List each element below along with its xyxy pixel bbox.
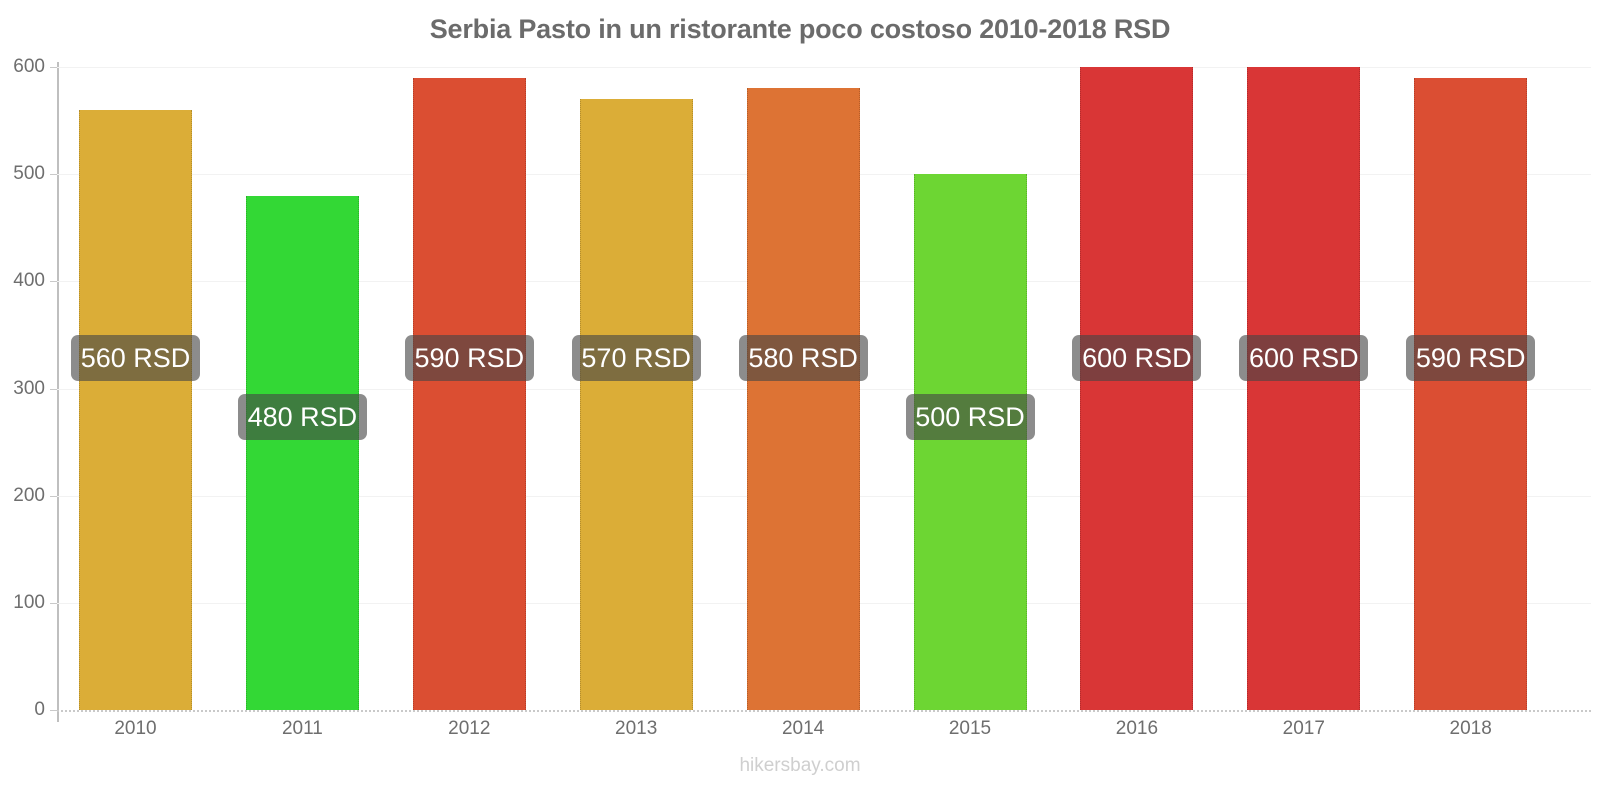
y-axis-tick-label: 600	[13, 56, 45, 77]
bar-2016[interactable]	[1080, 67, 1194, 710]
bar-edge	[79, 109, 81, 710]
bar-value-label: 600 RSD	[1082, 342, 1192, 373]
chart-title: Serbia Pasto in un ristorante poco costo…	[429, 14, 1171, 44]
bar-edge	[746, 88, 749, 710]
bar-value-badge-2012: 590 RSD	[404, 335, 534, 381]
bar-2013[interactable]	[579, 99, 694, 710]
y-axis-tick-label: 300	[13, 377, 45, 399]
y-axis-tick-label: 200	[13, 484, 45, 506]
y-tick-mark-300	[50, 388, 57, 390]
bar-2014[interactable]	[746, 88, 861, 710]
x-axis-label-2017: 2017	[1282, 718, 1325, 739]
bar-edge	[858, 88, 861, 710]
x-axis-label-2011: 2011	[281, 718, 323, 739]
bar-edge	[357, 195, 360, 710]
bar-value-badge-2016: 600 RSD	[1072, 335, 1202, 381]
y-tick-mark-500	[50, 174, 57, 176]
y-tick-mark-200	[50, 495, 57, 497]
y-tick-mark-600	[50, 67, 57, 68]
x-axis-label-2012: 2012	[448, 718, 491, 739]
bar-edge	[191, 109, 193, 710]
bar-2017[interactable]	[1247, 67, 1361, 710]
x-axis-label-2013: 2013	[615, 718, 658, 739]
bar-2011[interactable]	[245, 195, 360, 710]
bar-value-label: 590 RSD	[1415, 342, 1526, 373]
y-tick-mark-400	[50, 281, 57, 283]
y-tick-mark-100	[50, 602, 57, 604]
bar-value-badge-2014: 580 RSD	[738, 335, 868, 381]
bar-value-badge-2015: 500 RSD	[905, 394, 1035, 440]
bar-value-label: 600 RSD	[1249, 342, 1359, 373]
y-axis-line	[57, 62, 59, 722]
y-axis-tick-label: 0	[34, 699, 45, 720]
gridline-0	[57, 710, 1591, 712]
bar-2012[interactable]	[412, 77, 527, 710]
bar-value-label: 590 RSD	[414, 342, 525, 373]
bar-edge	[1526, 77, 1528, 710]
x-axis-label-2014: 2014	[781, 718, 825, 739]
bar-value-label: 480 RSD	[247, 401, 358, 432]
footer-credit: hikersbay.com	[739, 755, 861, 776]
bar-2018[interactable]	[1414, 77, 1528, 710]
bar-value-label: 500 RSD	[915, 401, 1025, 432]
bar-edge	[524, 77, 527, 710]
bar-edge	[1080, 67, 1082, 710]
plot-area: 560 RSD 480 RSD 590 RSD 570 RSD 580 RSD 500 R…	[50, 67, 1591, 712]
bar-edge	[1192, 67, 1194, 710]
y-axis-tick-label: 100	[13, 591, 45, 613]
x-axis-label-2015: 2015	[948, 718, 992, 739]
x-axis-label-2010: 2010	[114, 718, 157, 739]
bar-edge	[1414, 77, 1416, 710]
bar-value-badge-2010: 560 RSD	[71, 335, 200, 381]
y-axis-tick-label: 400	[13, 270, 45, 292]
bar-value-label: 570 RSD	[581, 342, 691, 373]
bar-edge	[1025, 174, 1028, 710]
bar-edge	[1359, 67, 1361, 710]
bar-edge	[1247, 67, 1249, 710]
bar-edge	[691, 99, 694, 710]
bar-2015[interactable]	[913, 174, 1028, 710]
gridline-600	[57, 67, 1591, 68]
bar-edge	[579, 99, 582, 710]
bar-value-badge-2013: 570 RSD	[571, 335, 701, 381]
bar-value-badge-2011: 480 RSD	[237, 394, 367, 440]
bar-2010[interactable]	[79, 109, 193, 710]
y-axis-tick-label: 500	[13, 163, 45, 185]
bar-edge	[245, 195, 248, 710]
bar-value-label: 580 RSD	[748, 342, 858, 373]
bar-edge	[913, 174, 916, 710]
y-tick-mark-0	[50, 710, 57, 711]
bar-value-badge-2018: 590 RSD	[1406, 335, 1536, 381]
x-axis-label-2016: 2016	[1115, 718, 1159, 739]
bar-value-label: 560 RSD	[80, 342, 191, 373]
bar-value-badge-2017: 600 RSD	[1239, 335, 1369, 381]
x-axis-label-2018: 2018	[1449, 718, 1492, 739]
bar-edge	[412, 77, 415, 710]
